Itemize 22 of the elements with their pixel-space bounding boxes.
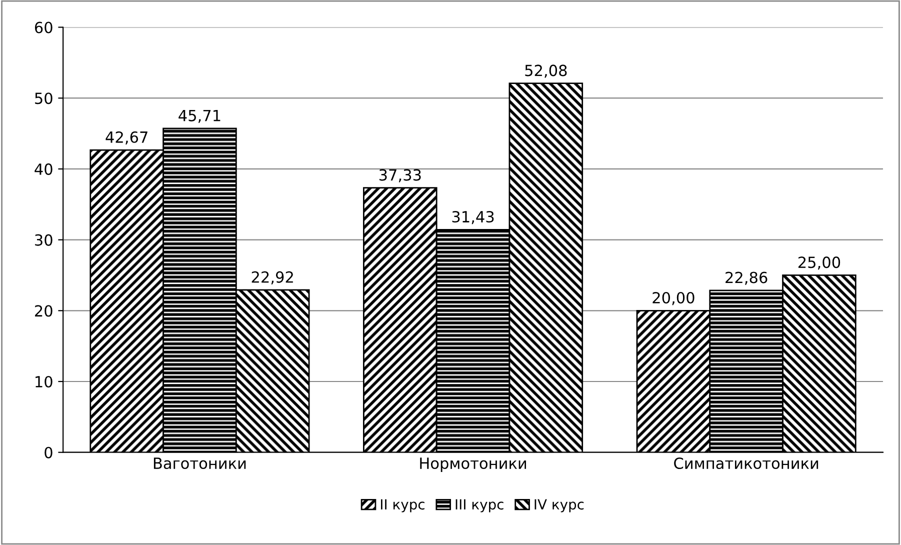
y-tick-label: 20 — [35, 305, 52, 317]
x-tick-label: Симпатикотоники — [674, 457, 818, 470]
legend-label: III курс — [456, 499, 504, 512]
data-label: 25,00 — [798, 256, 840, 270]
data-label: 31,43 — [452, 210, 494, 224]
y-tick-label: 0 — [44, 446, 52, 458]
data-label: 42,67 — [106, 131, 148, 144]
data-label: 52,08 — [525, 64, 567, 78]
y-tick-label: 60 — [34, 22, 52, 34]
y-tick-label: 40 — [34, 163, 52, 175]
y-tick-label: 10 — [36, 376, 52, 388]
data-label: 37,33 — [379, 169, 421, 182]
y-tick-label: 50 — [35, 92, 52, 104]
y-tick-label: 30 — [35, 234, 52, 246]
x-tick-label: Ваготоники — [154, 458, 246, 470]
data-label: 45,71 — [178, 110, 220, 123]
data-label: 22,92 — [252, 271, 293, 284]
legend-label: II курс — [380, 499, 424, 512]
legend-label: IV курс — [534, 499, 584, 512]
x-tick-label: Нормотоники — [420, 458, 526, 472]
data-label: 20,00 — [652, 292, 694, 306]
data-label: 22,86 — [726, 272, 768, 285]
